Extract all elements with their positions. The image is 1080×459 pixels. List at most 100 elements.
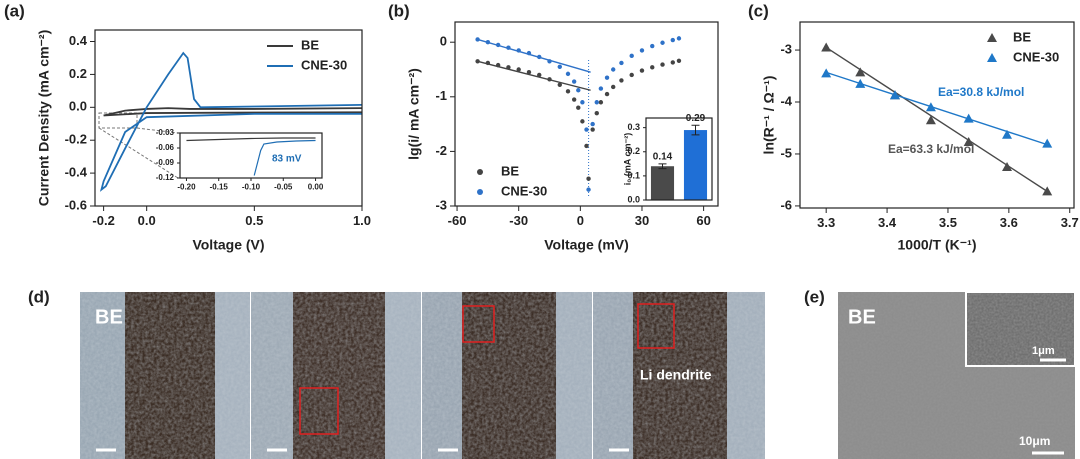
data-point xyxy=(475,37,480,42)
data-point xyxy=(821,42,832,52)
data-point xyxy=(580,119,585,124)
x-tick-label: -0.2 xyxy=(92,213,114,228)
x-tick-label: 0 xyxy=(577,213,584,228)
data-point xyxy=(925,102,936,112)
x-tick-label: -0.10 xyxy=(242,183,261,192)
x-tick-label: -0.05 xyxy=(274,183,293,192)
highlight-box xyxy=(299,387,339,435)
x-tick-label: 3.5 xyxy=(939,215,957,230)
data-point xyxy=(650,65,655,70)
data-point xyxy=(629,72,634,78)
y-tick-label: -6 xyxy=(780,197,792,212)
data-point xyxy=(526,70,532,75)
data-point xyxy=(586,176,591,181)
legend-swatch xyxy=(477,169,483,175)
data-point xyxy=(619,78,624,83)
x-tick-label: 30 xyxy=(635,213,649,228)
data-point xyxy=(547,77,552,82)
y-tick-label: -0.2 xyxy=(65,132,87,147)
data-point xyxy=(604,75,610,80)
x-tick-label: 0.00 xyxy=(308,183,324,192)
data-point xyxy=(676,36,682,41)
y-tick-label: -0.09 xyxy=(156,158,175,167)
data-point xyxy=(576,88,581,93)
annotation: 83 mV xyxy=(272,154,302,165)
y-tick-label: -3 xyxy=(435,197,447,212)
y-tick-label: -2 xyxy=(435,143,447,158)
data-point xyxy=(590,127,595,132)
panel-label: (d) xyxy=(28,287,50,306)
x-tick-label: 3.6 xyxy=(1000,215,1018,230)
legend-label: CNE-30 xyxy=(301,57,347,72)
annotation: Ea=63.3 kJ/mol xyxy=(888,142,974,156)
y-tick-label: -0.4 xyxy=(65,165,88,180)
data-point xyxy=(619,60,624,66)
y-axis-title: Current Density (mA cm⁻²) xyxy=(36,30,52,206)
data-point xyxy=(580,100,585,105)
scale-label: 1μm xyxy=(1032,345,1055,357)
data-point xyxy=(485,40,491,45)
x-tick-label: 3.7 xyxy=(1061,215,1079,230)
data-point xyxy=(576,105,581,110)
y-tick-label: -3 xyxy=(780,41,792,56)
x-tick-label: -0.15 xyxy=(210,183,229,192)
data-point xyxy=(586,187,591,192)
data-point xyxy=(1042,186,1053,196)
data-point xyxy=(855,78,866,88)
data-point xyxy=(590,121,595,127)
data-point xyxy=(506,65,511,70)
x-tick-label: 3.4 xyxy=(878,215,897,230)
data-point xyxy=(963,137,974,147)
error-bar xyxy=(691,124,700,136)
zoom-connector xyxy=(136,127,179,134)
data-line xyxy=(103,107,363,117)
y-tick-label: -4 xyxy=(780,93,792,108)
data-point xyxy=(565,71,571,77)
data-point xyxy=(565,89,571,94)
legend-swatch xyxy=(987,53,997,62)
data-point xyxy=(660,62,665,67)
data-line xyxy=(99,51,363,192)
data-point xyxy=(676,58,682,63)
texture xyxy=(80,292,765,459)
y-tick-label: 0.3 xyxy=(627,122,640,132)
y-tick-label: 0.2 xyxy=(627,146,640,156)
data-point xyxy=(485,60,491,66)
x-axis-title: Voltage (mV) xyxy=(544,237,629,253)
data-point xyxy=(526,50,532,56)
data-point xyxy=(594,110,599,116)
y-tick-label: -0.03 xyxy=(156,128,175,137)
data-point xyxy=(495,42,501,48)
x-tick-label: -60 xyxy=(448,213,467,228)
y-tick-label: 0.2 xyxy=(69,66,87,81)
data-point xyxy=(963,113,974,123)
value-label: 0.14 xyxy=(653,151,673,162)
data-point xyxy=(557,64,562,69)
data-point xyxy=(1042,138,1053,148)
data-point xyxy=(584,143,589,149)
data-point xyxy=(516,48,521,53)
data-point xyxy=(598,100,604,105)
y-tick-label: -5 xyxy=(780,145,792,160)
data-point xyxy=(547,59,552,64)
data-point xyxy=(1002,129,1013,139)
x-axis-title: Voltage (V) xyxy=(192,237,264,253)
highlight-box xyxy=(462,305,495,343)
y-tick-label: -1 xyxy=(435,88,447,103)
y-tick-label: 0 xyxy=(440,34,447,49)
legend-swatch xyxy=(477,189,483,195)
x-tick-label: -30 xyxy=(509,213,528,228)
data-point xyxy=(537,54,542,60)
bar xyxy=(683,130,708,200)
zoom-connector xyxy=(98,127,179,179)
data-point xyxy=(611,67,616,72)
x-tick-label: 0.0 xyxy=(138,213,156,228)
y-axis-title: ln(R⁻¹ / Ω⁻¹) xyxy=(761,76,777,155)
data-point xyxy=(571,79,577,84)
data-point xyxy=(584,127,589,132)
legend-label: CNE-30 xyxy=(1013,49,1059,64)
data-point xyxy=(598,86,604,91)
legend-label: BE xyxy=(501,163,519,178)
data-point xyxy=(639,68,645,73)
x-axis-title: 1000/T (K⁻¹) xyxy=(898,237,977,253)
